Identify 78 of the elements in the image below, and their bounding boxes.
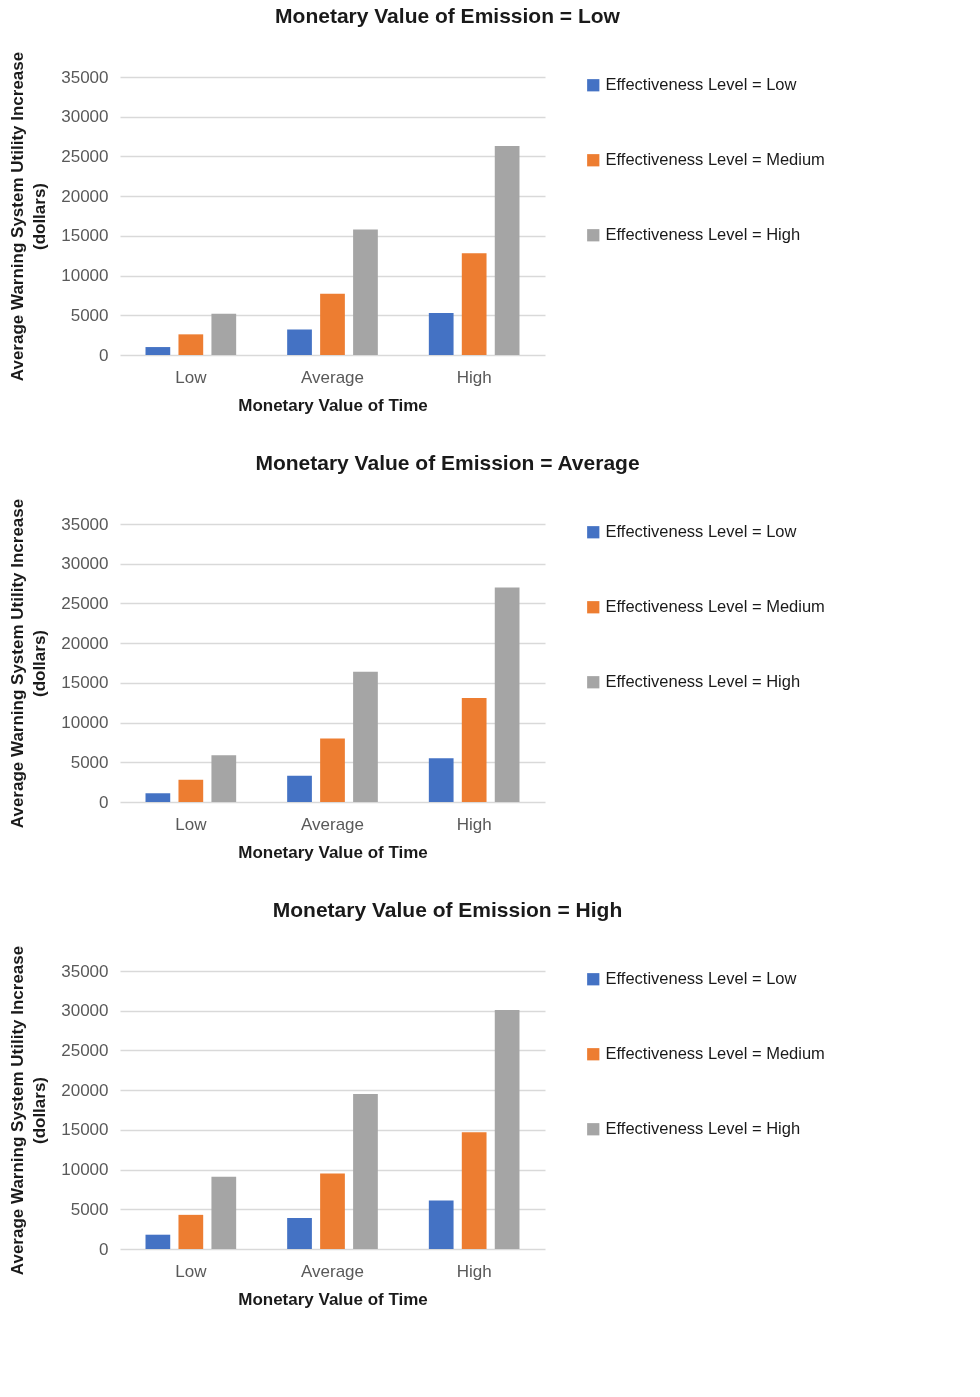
- bar: [211, 313, 237, 355]
- y-tick-label: 15000: [61, 226, 109, 246]
- bar: [320, 293, 345, 355]
- bar: [211, 1176, 237, 1249]
- chart-title: Monetary Value of Emission = High: [272, 898, 623, 922]
- bar: [211, 755, 237, 802]
- bar: [494, 587, 520, 802]
- legend-label: Effectiveness Level = Medium: [605, 1044, 825, 1063]
- bar: [428, 312, 454, 355]
- y-tick-label: 30000: [61, 1001, 109, 1021]
- y-axis-title: Average Warning System Utility Increase (dollars): [8, 945, 50, 1276]
- x-axis-title: Monetary Value of Time: [238, 1289, 428, 1309]
- x-tick-label: Low: [175, 367, 208, 387]
- bar: [353, 229, 378, 355]
- y-tick-label: 25000: [61, 146, 109, 166]
- y-tick-label: 5000: [70, 1199, 109, 1219]
- x-tick-label: Average: [300, 1261, 365, 1281]
- y-axis-title: Average Warning System Utility Increase (dollars): [8, 51, 50, 382]
- bar: [178, 334, 204, 355]
- bar: [428, 758, 454, 802]
- x-axis-title: Monetary Value of Time: [238, 395, 428, 415]
- y-tick-label: 20000: [61, 186, 109, 206]
- y-tick-label: 35000: [61, 67, 109, 87]
- bar: [353, 1094, 378, 1249]
- y-tick-label: 0: [99, 345, 109, 365]
- y-tick-label: 30000: [61, 554, 109, 574]
- y-tick-label: 25000: [61, 1040, 109, 1060]
- y-tick-label: 25000: [61, 593, 109, 613]
- y-tick-label: 10000: [61, 1160, 109, 1180]
- legend-label: Effectiveness Level = Low: [605, 969, 797, 988]
- x-tick-label: Average: [300, 367, 365, 387]
- y-tick-label: 30000: [61, 107, 109, 127]
- y-tick-label: 10000: [61, 713, 109, 733]
- legend-label: Effectiveness Level = High: [605, 1119, 801, 1138]
- bar: [428, 1200, 454, 1249]
- y-tick-label: 20000: [61, 1080, 109, 1100]
- y-tick-label: 10000: [61, 266, 109, 286]
- bar: [287, 329, 312, 355]
- bar: [353, 671, 378, 802]
- bar: [178, 779, 204, 802]
- x-axis-title: Monetary Value of Time: [238, 842, 428, 862]
- y-tick-label: 0: [99, 792, 109, 812]
- bar: [461, 697, 487, 802]
- y-tick-label: 15000: [61, 1120, 109, 1140]
- legend-label: Effectiveness Level = Low: [605, 522, 797, 541]
- y-tick-label: 5000: [70, 752, 109, 772]
- x-tick-label: High: [456, 1261, 492, 1281]
- bar: [178, 1214, 204, 1249]
- x-tick-label: Average: [300, 814, 365, 834]
- y-tick-label: 0: [99, 1239, 109, 1259]
- bar: [287, 1218, 312, 1249]
- x-tick-label: High: [456, 367, 492, 387]
- x-tick-label: High: [456, 814, 492, 834]
- y-tick-label: 35000: [61, 961, 109, 981]
- y-tick-label: 15000: [61, 673, 109, 693]
- bar: [145, 793, 171, 802]
- bar: [145, 347, 171, 355]
- bar: [494, 1009, 520, 1249]
- bar: [145, 1234, 171, 1249]
- x-tick-label: Low: [175, 1261, 208, 1281]
- bar: [320, 1173, 345, 1249]
- bar: [287, 775, 312, 802]
- chart-title: Monetary Value of Emission = Average: [255, 451, 640, 475]
- bar: [461, 253, 487, 355]
- legend-label: Effectiveness Level = Medium: [605, 150, 825, 169]
- x-tick-label: Low: [175, 814, 208, 834]
- legend-label: Effectiveness Level = High: [605, 225, 801, 244]
- chart-title: Monetary Value of Emission = Low: [275, 4, 621, 28]
- legend-label: Effectiveness Level = High: [605, 672, 801, 691]
- y-tick-label: 35000: [61, 514, 109, 534]
- legend-label: Effectiveness Level = Medium: [605, 597, 825, 616]
- y-axis-title: Average Warning System Utility Increase (dollars): [8, 498, 50, 829]
- bar: [461, 1132, 487, 1249]
- legend-label: Effectiveness Level = Low: [605, 75, 797, 94]
- y-tick-label: 20000: [61, 633, 109, 653]
- y-tick-label: 5000: [70, 305, 109, 325]
- bar: [320, 738, 345, 802]
- bar: [494, 146, 520, 355]
